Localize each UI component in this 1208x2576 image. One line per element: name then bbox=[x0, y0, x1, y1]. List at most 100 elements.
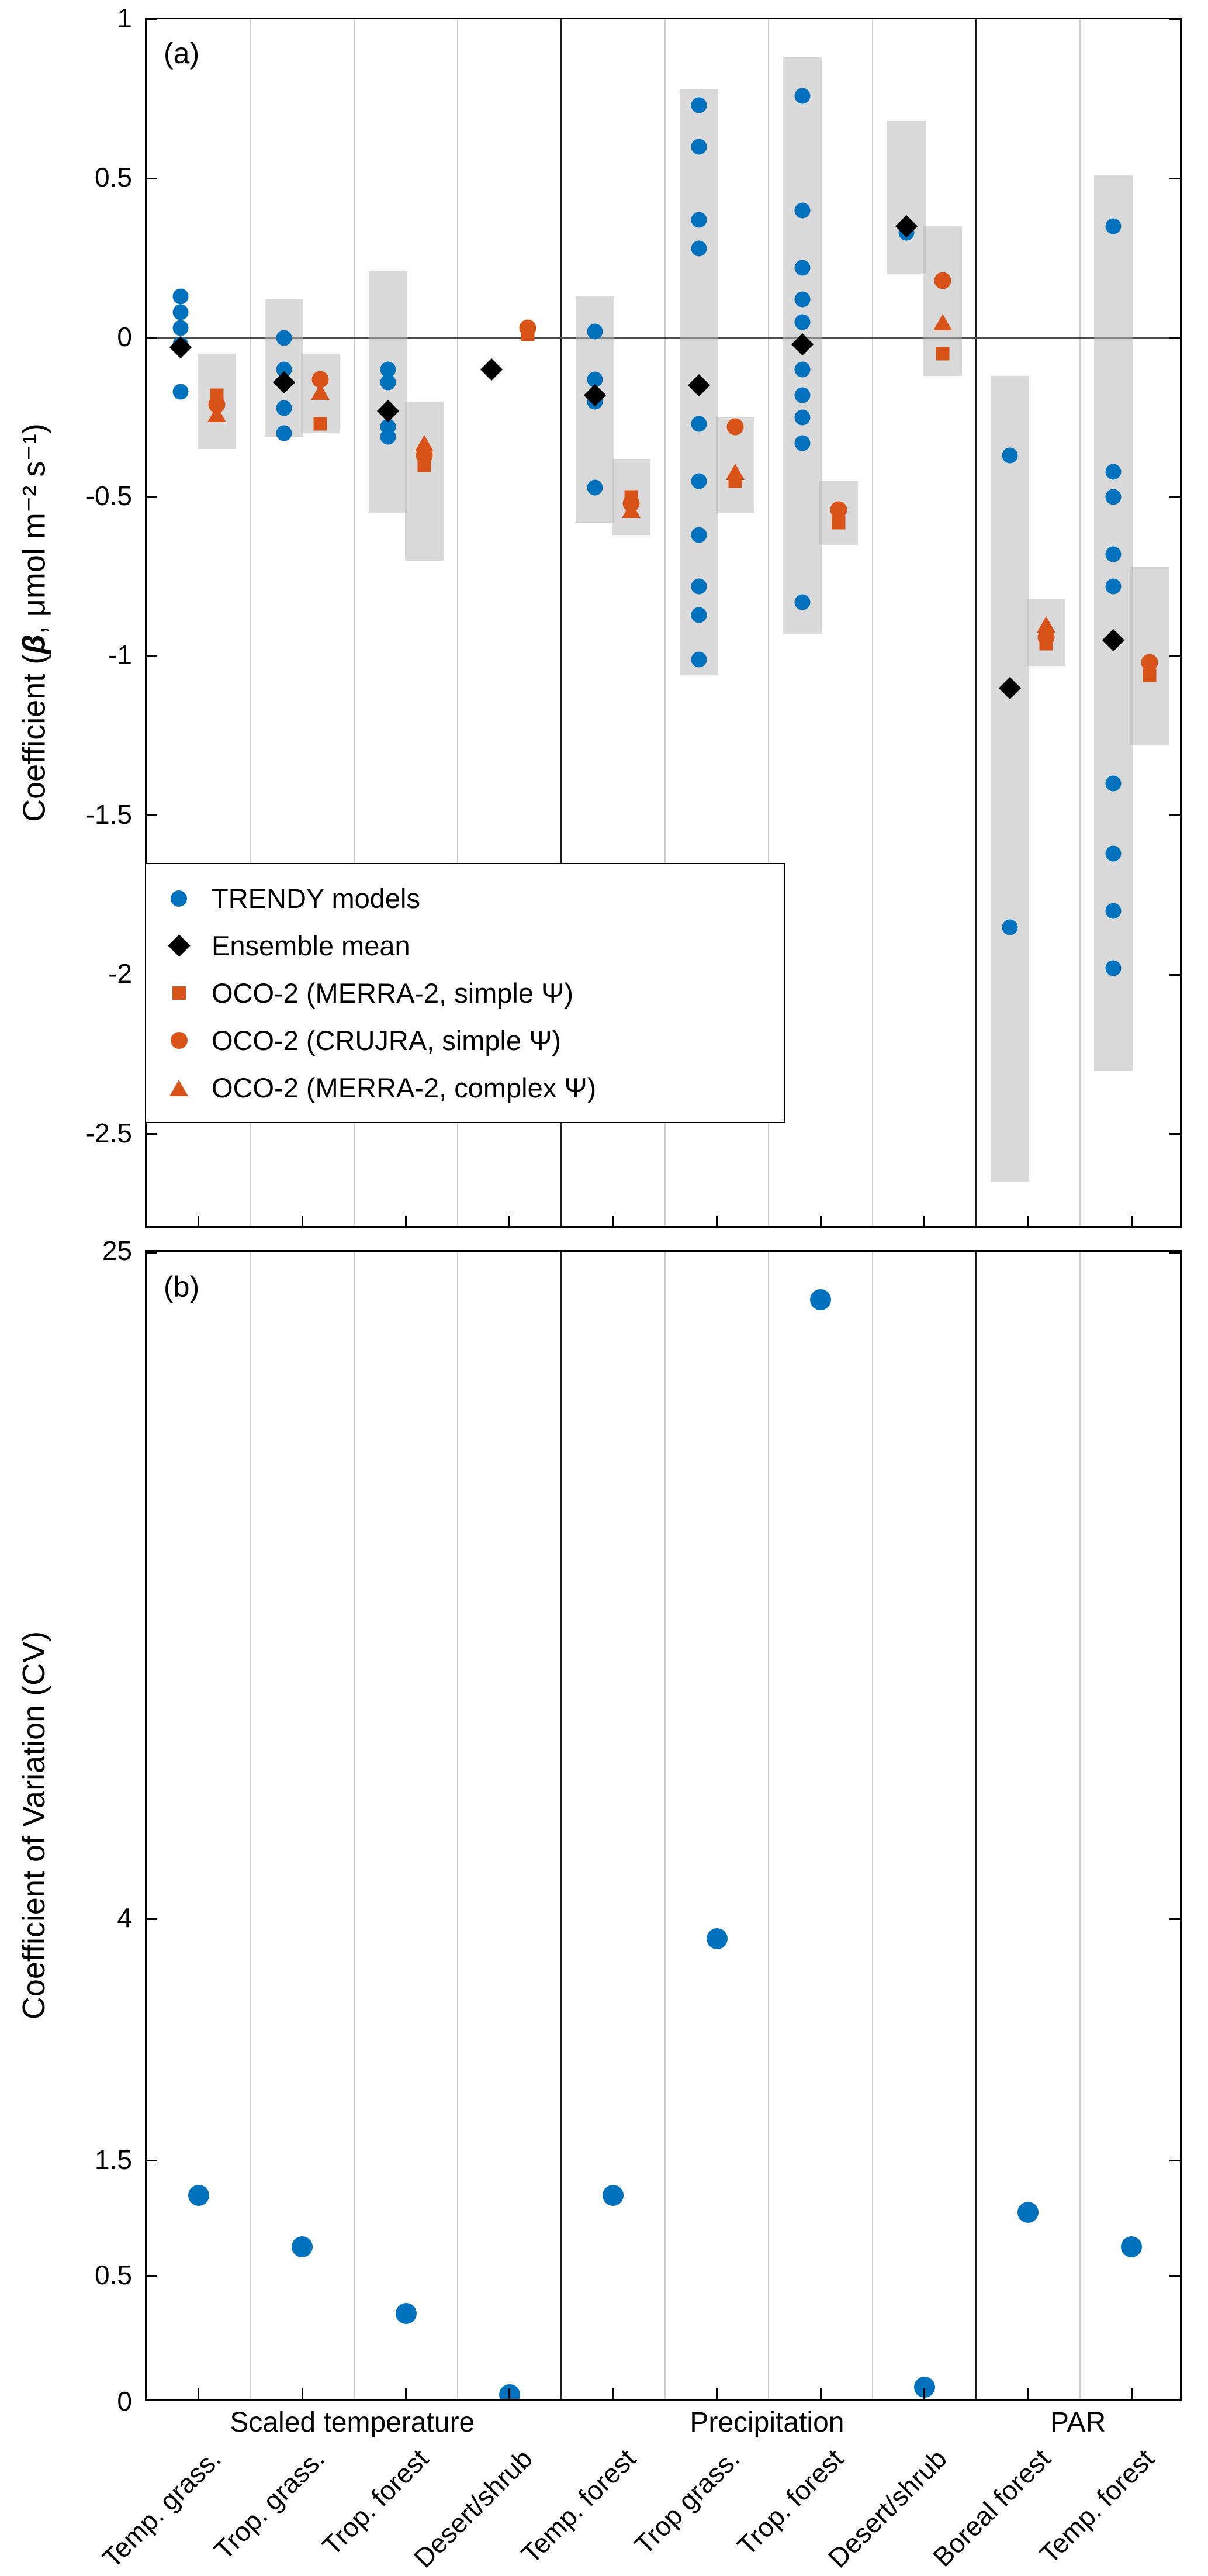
x-group-label: Precipitation bbox=[690, 2407, 844, 2438]
y-tick-label: 1 bbox=[117, 3, 132, 33]
y-tick-label: 1.5 bbox=[95, 2144, 132, 2175]
category-gridline bbox=[250, 19, 251, 1226]
orange-square-icon bbox=[172, 986, 186, 1000]
trendy-model-point bbox=[691, 473, 707, 489]
category-gridline bbox=[1079, 1252, 1081, 2399]
group-separator-line bbox=[560, 19, 563, 1226]
y-tick-mark bbox=[147, 496, 157, 498]
trendy-model-point bbox=[276, 425, 292, 441]
y-tick-label: 4 bbox=[117, 1902, 132, 1933]
group-separator-line bbox=[975, 19, 977, 1226]
x-tick-mark bbox=[612, 1216, 614, 1226]
trendy-model-point bbox=[691, 139, 707, 155]
trendy-model-point bbox=[1105, 775, 1122, 792]
legend-item-label: TRENDY models bbox=[212, 883, 420, 914]
x-tick-mark bbox=[198, 2388, 200, 2399]
trendy-range-bar bbox=[990, 376, 1029, 1182]
legend-marker-cell bbox=[146, 1079, 212, 1096]
oco2-crujra-simple-point bbox=[519, 319, 536, 337]
category-gridline bbox=[353, 19, 355, 1226]
y-tick-mark bbox=[147, 19, 157, 20]
trendy-model-point bbox=[794, 291, 811, 308]
category-gridline bbox=[1079, 19, 1081, 1226]
cv-point bbox=[1017, 2202, 1039, 2223]
oco2-merra2-complex-point bbox=[933, 313, 952, 330]
oco2-merra2-simple-point bbox=[832, 516, 846, 530]
category-gridline bbox=[664, 1252, 666, 2399]
trendy-model-point bbox=[276, 330, 292, 346]
panel-b-letter: (b) bbox=[164, 1270, 200, 1303]
y-tick-mark bbox=[1169, 496, 1180, 498]
oco2-crujra-simple-point bbox=[1141, 654, 1158, 671]
panel-b-plot bbox=[145, 1250, 1182, 2401]
oco2-merra2-complex-point bbox=[414, 434, 434, 451]
trendy-model-point bbox=[1105, 960, 1122, 976]
trendy-model-point bbox=[794, 202, 811, 219]
legend-item-label: OCO-2 (MERRA-2, complex Ψ) bbox=[212, 1072, 597, 1103]
legend-marker-cell bbox=[146, 934, 212, 957]
orange-circle-icon bbox=[170, 1032, 188, 1049]
trendy-model-point bbox=[587, 323, 603, 340]
cv-point bbox=[188, 2184, 209, 2206]
legend-item-label: OCO-2 (MERRA-2, simple Ψ) bbox=[212, 978, 573, 1009]
zero-reference-line bbox=[147, 337, 1180, 339]
legend-marker-cell bbox=[146, 890, 212, 907]
cv-point bbox=[706, 1928, 728, 1949]
trendy-model-point bbox=[691, 607, 707, 623]
group-separator-line bbox=[560, 1252, 563, 2399]
oco2-merra2-complex-point bbox=[311, 384, 330, 400]
y-tick-label: -1.5 bbox=[85, 799, 132, 830]
x-tick-mark bbox=[819, 2388, 822, 2399]
trendy-model-point bbox=[691, 651, 707, 668]
oco2-merra2-complex-point bbox=[207, 406, 226, 423]
category-gridline bbox=[768, 19, 770, 1226]
trendy-model-point bbox=[691, 240, 707, 257]
trendy-model-point bbox=[380, 374, 396, 391]
cv-point bbox=[1121, 2236, 1143, 2258]
trendy-model-point bbox=[172, 288, 189, 305]
trendy-model-point bbox=[691, 97, 707, 113]
y-tick-mark bbox=[147, 2275, 157, 2277]
legend-item-label: OCO-2 (CRUJRA, simple Ψ) bbox=[212, 1025, 562, 1056]
cv-point bbox=[395, 2303, 417, 2325]
x-tick-mark bbox=[716, 1216, 718, 1226]
cv-point bbox=[292, 2236, 313, 2258]
category-gridline bbox=[457, 19, 459, 1226]
y-tick-label: 0 bbox=[117, 321, 132, 352]
x-tick-mark bbox=[508, 2388, 511, 2399]
trendy-model-point bbox=[794, 409, 811, 426]
legend-item: Ensemble mean bbox=[146, 922, 784, 969]
y-tick-mark bbox=[147, 177, 157, 179]
y-tick-label: 0.5 bbox=[95, 2259, 132, 2290]
y-tick-mark bbox=[147, 655, 157, 657]
y-tick-mark bbox=[147, 814, 157, 817]
y-tick-mark bbox=[1169, 2275, 1180, 2277]
trendy-model-point bbox=[380, 429, 396, 445]
trendy-model-point bbox=[1105, 546, 1122, 562]
x-tick-mark bbox=[1130, 1216, 1133, 1226]
x-tick-mark bbox=[923, 1216, 925, 1226]
oco2-merra2-simple-point bbox=[313, 417, 327, 431]
x-tick-mark bbox=[612, 2388, 614, 2399]
panel-b-plot-area bbox=[147, 1252, 1180, 2399]
trendy-model-point bbox=[1105, 845, 1122, 862]
x-tick-mark bbox=[716, 2388, 718, 2399]
y-axis-label-suffix: , μmol m⁻² s⁻¹) bbox=[16, 423, 52, 635]
category-gridline bbox=[768, 1252, 770, 2399]
y-tick-label: -0.5 bbox=[85, 481, 132, 512]
legend-item: OCO-2 (CRUJRA, simple Ψ) bbox=[146, 1017, 784, 1064]
trendy-model-point bbox=[794, 260, 811, 276]
trendy-model-point bbox=[1105, 489, 1122, 505]
panel-a-letter: (a) bbox=[164, 37, 200, 70]
category-gridline bbox=[353, 1252, 355, 2399]
trendy-range-bar bbox=[368, 271, 407, 513]
trendy-model-point bbox=[794, 387, 811, 403]
trendy-model-point bbox=[172, 304, 189, 320]
y-tick-mark bbox=[1169, 177, 1180, 179]
trendy-model-point bbox=[691, 212, 707, 228]
x-category-label: Trop. grass. bbox=[208, 2443, 331, 2565]
trendy-model-point bbox=[691, 527, 707, 543]
trendy-model-point bbox=[1002, 447, 1018, 464]
category-gridline bbox=[871, 19, 873, 1226]
y-tick-label: 25 bbox=[102, 1235, 132, 1266]
